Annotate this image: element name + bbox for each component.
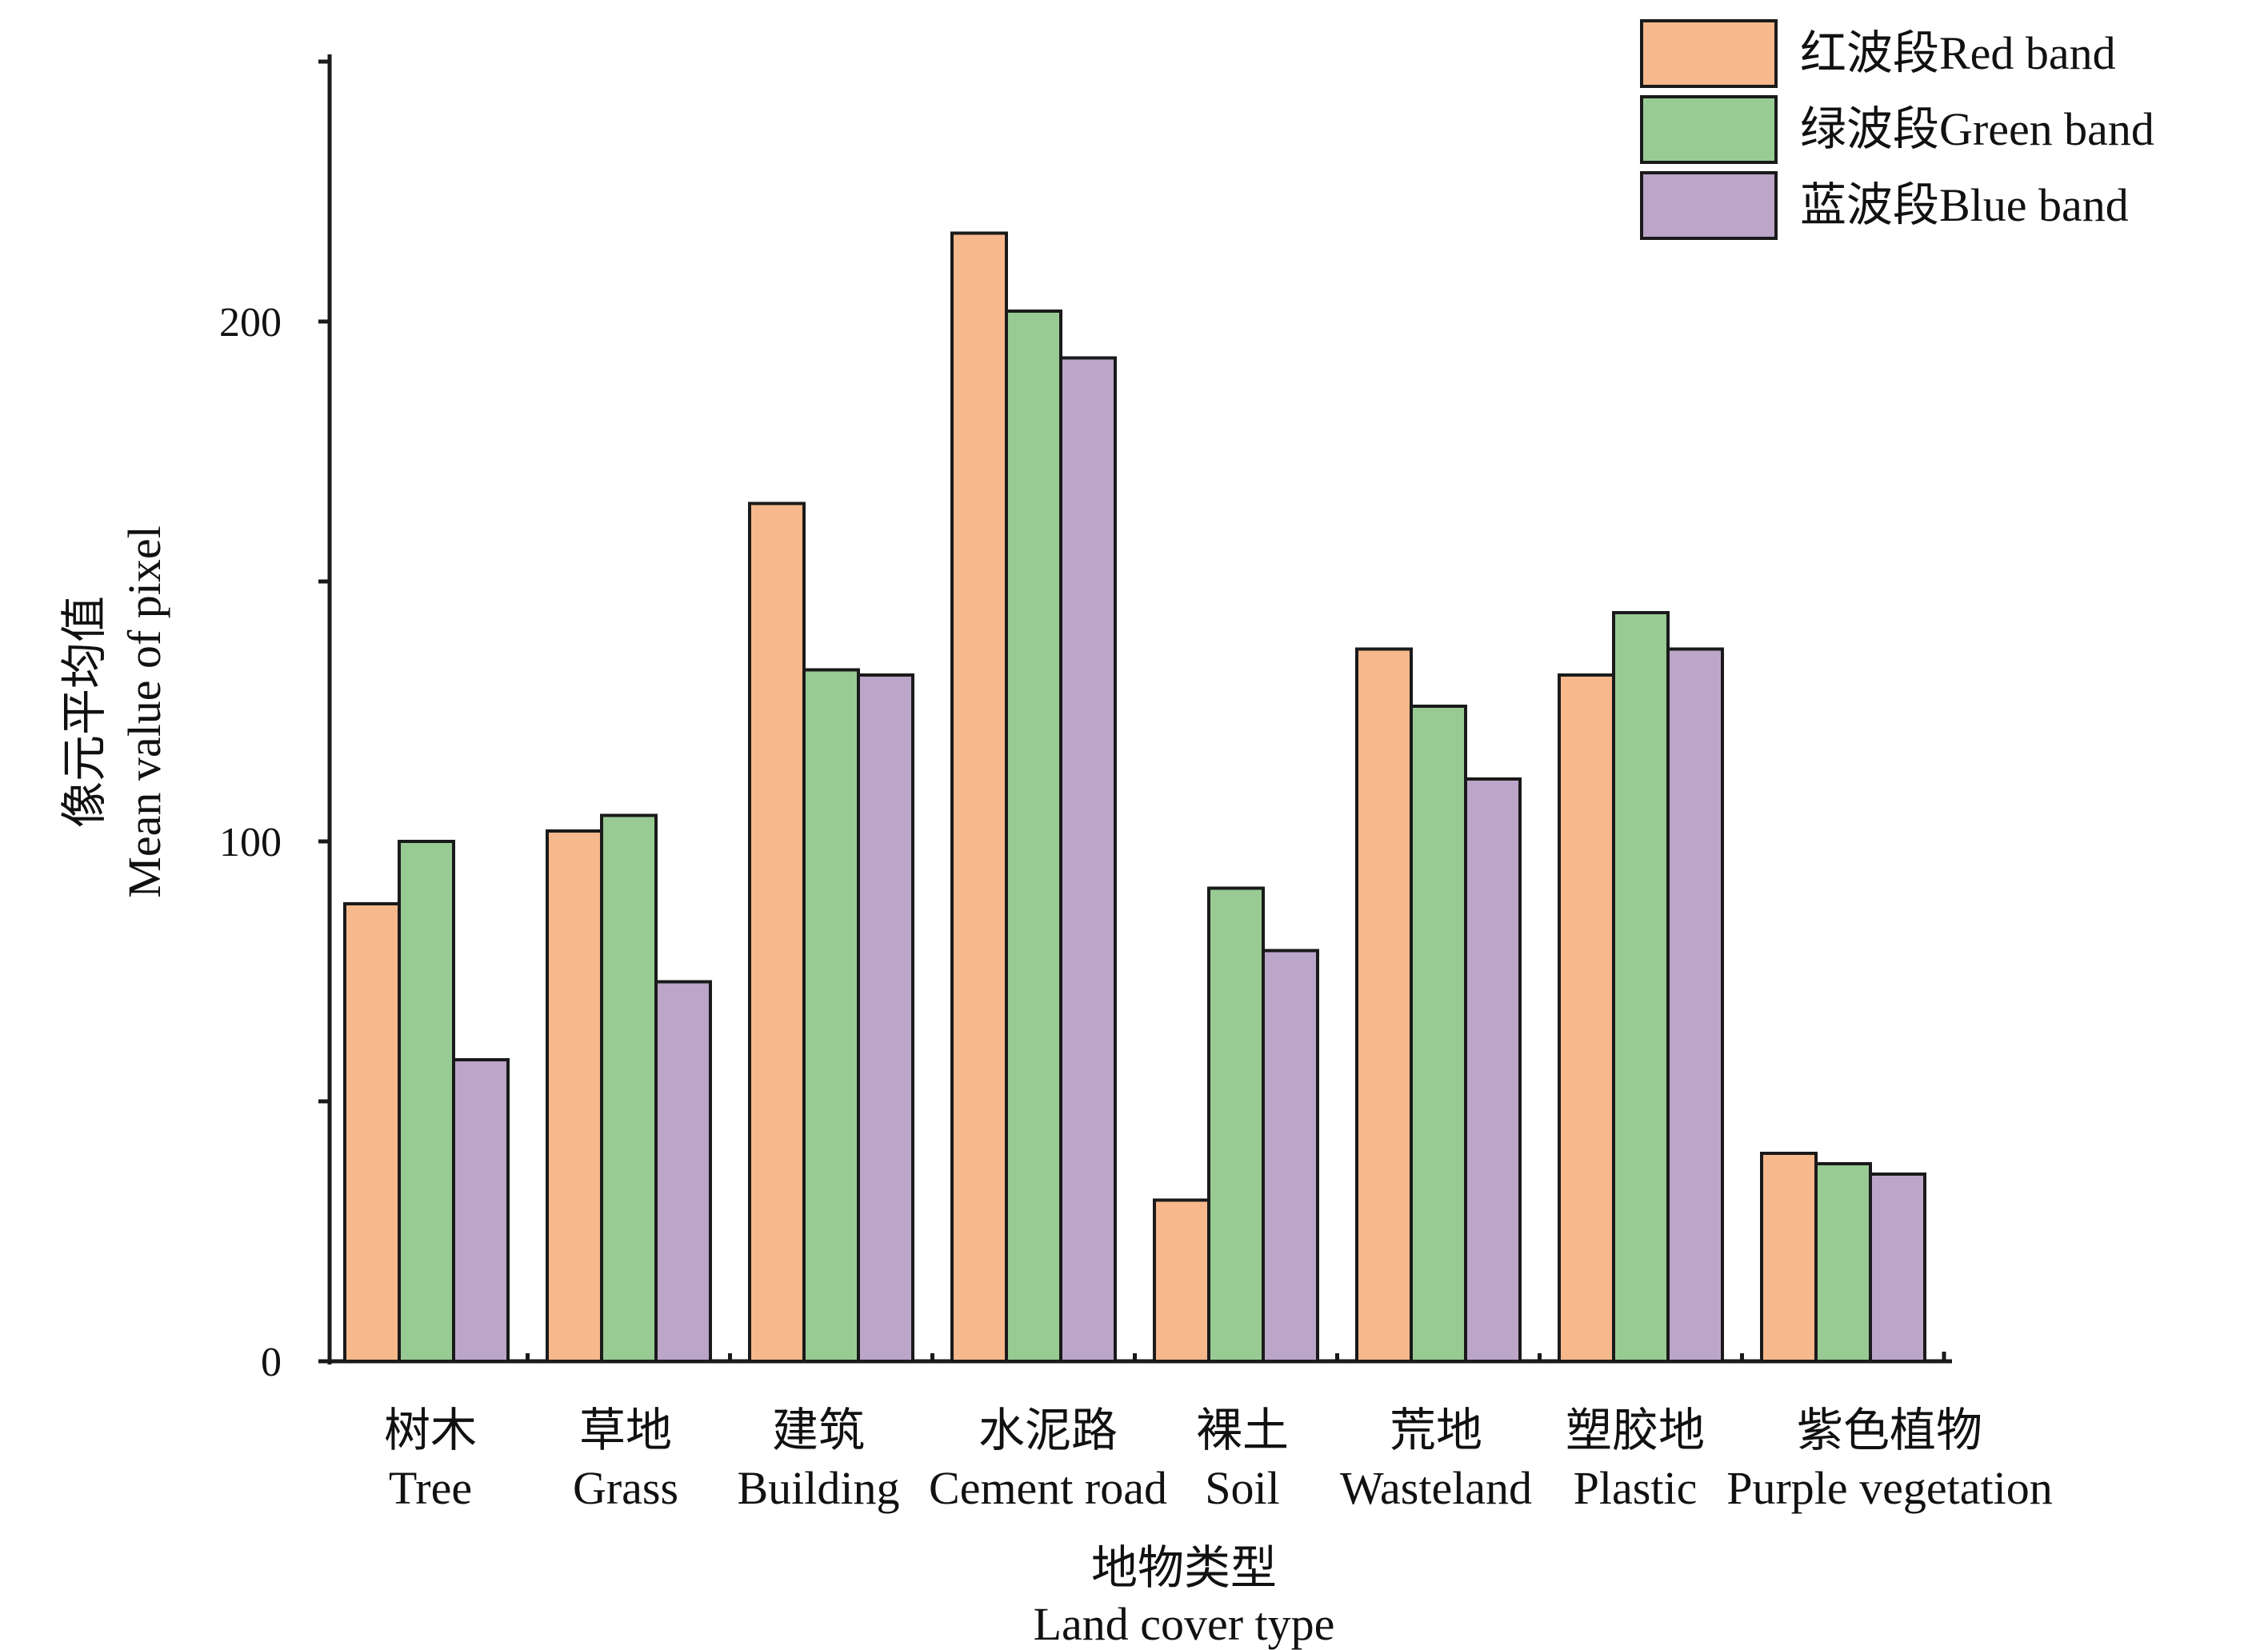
- bar: [654, 980, 712, 1363]
- x-tick-label-en: Plastic: [1574, 1462, 1698, 1514]
- bar: [452, 1058, 510, 1363]
- legend-label: 蓝波段Blue band: [1800, 179, 2129, 231]
- bar: [600, 813, 658, 1363]
- bar: [398, 840, 455, 1363]
- bar: [1207, 886, 1265, 1363]
- x-tick-label-zh: 草地: [579, 1404, 672, 1456]
- legend-swatch: [1640, 95, 1778, 164]
- y-tick-label: 200: [219, 300, 282, 346]
- bar: [1558, 673, 1615, 1363]
- bar: [1355, 647, 1413, 1363]
- category-labels: 树木 Tree 草地 Grass 建筑 Building 水泥路 Cement road 裸土 S…: [384, 1404, 2053, 1514]
- legend-swatch: [1640, 19, 1778, 88]
- legend-swatch: [1640, 171, 1778, 240]
- y-tick-label: 100: [219, 820, 282, 865]
- bar: [1059, 356, 1117, 1363]
- legend-label: 红波段Red band: [1800, 27, 2116, 79]
- x-tick-label-en: Tree: [389, 1462, 472, 1514]
- x-axis-title-zh: 地物类型: [1091, 1542, 1277, 1594]
- bar: [1262, 949, 1319, 1363]
- bar: [1005, 310, 1062, 1363]
- y-axis-title-zh: 像元平均值: [58, 596, 110, 828]
- bar: [1666, 647, 1724, 1363]
- bar: [1612, 611, 1670, 1363]
- bar: [546, 829, 603, 1363]
- bar: [1464, 777, 1522, 1363]
- bar: [950, 231, 1008, 1363]
- x-tick-label-zh: 水泥路: [978, 1404, 1118, 1456]
- legend-label: 绿波段Green band: [1800, 103, 2154, 155]
- bar: [343, 902, 401, 1363]
- bars: [343, 231, 1926, 1363]
- x-tick-label-zh: 裸土: [1196, 1404, 1289, 1456]
- bar: [1760, 1152, 1818, 1363]
- x-axis-title-en: Land cover type: [1034, 1598, 1335, 1650]
- x-tick-label-en: Grass: [573, 1462, 678, 1514]
- bar: [1869, 1173, 1926, 1363]
- bar: [1153, 1198, 1210, 1363]
- x-tick-label-en: Cement road: [929, 1462, 1167, 1514]
- x-tick-label-zh: 建筑: [772, 1404, 865, 1456]
- y-tick-label: 0: [261, 1340, 282, 1385]
- bar: [1814, 1162, 1872, 1363]
- x-tick-label-en: Building: [737, 1462, 899, 1514]
- legend: 红波段Red band 绿波段Green band 蓝波段Blue band: [1640, 19, 2154, 240]
- bar: [748, 501, 806, 1363]
- x-tick-label-zh: 荒地: [1390, 1404, 1482, 1456]
- x-tick-label-zh: 树木: [384, 1404, 477, 1456]
- x-tick-label-zh: 紫色植物: [1797, 1404, 1982, 1456]
- bar: [857, 673, 914, 1363]
- x-tick-label-en: Purple vegetation: [1726, 1462, 2053, 1514]
- x-tick-label-en: Soil: [1205, 1462, 1280, 1514]
- bar: [802, 668, 860, 1363]
- x-tick-label-en: Wasteland: [1340, 1462, 1532, 1514]
- x-tick-label-zh: 塑胶地: [1566, 1404, 1705, 1456]
- y-axis-title-en: Mean value of pixel: [118, 525, 170, 897]
- bar: [1410, 705, 1467, 1363]
